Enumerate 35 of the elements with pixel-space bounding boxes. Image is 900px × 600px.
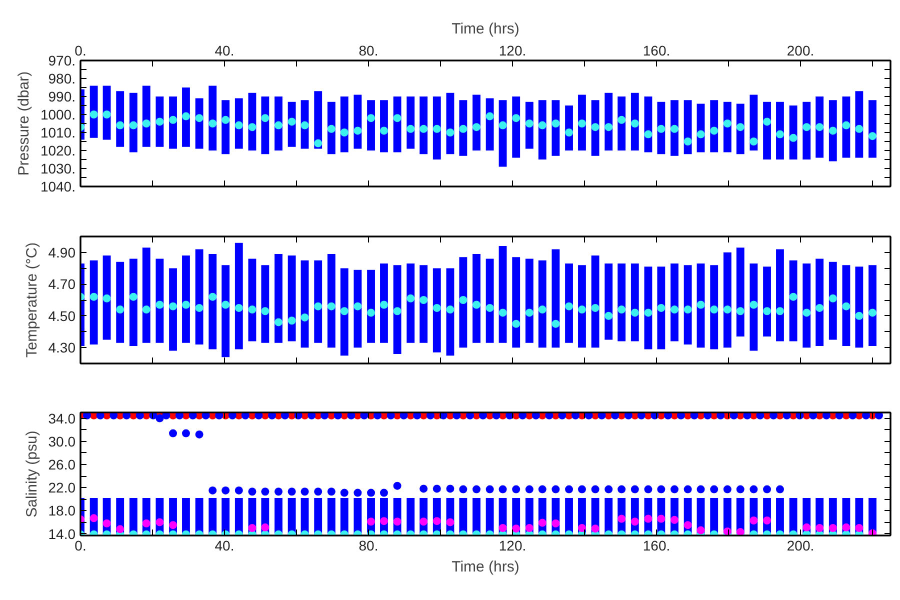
x-tick-label: 120. — [498, 538, 526, 554]
y-tick-label: 1020. — [40, 142, 76, 158]
x-tick-label: 200. — [786, 538, 814, 554]
y-tick-label: 4.90 — [48, 244, 76, 260]
x2-tick-label: 120. — [498, 42, 526, 58]
x2-tick-label: 0. — [74, 42, 86, 58]
y-tick-label: 980. — [48, 70, 76, 86]
x2-tick-label: 80. — [358, 42, 378, 58]
x2-axis-title: Time (hrs) — [452, 20, 520, 38]
y-tick-label: 1030. — [40, 160, 76, 176]
y-axis-title: Temperature (°C) — [23, 242, 40, 358]
y-tick-label: 970. — [48, 52, 76, 68]
x2-tick-label: 40. — [214, 42, 234, 58]
x-tick-label: 160. — [642, 538, 670, 554]
y-tick-label: 4.50 — [48, 308, 76, 324]
y-tick-label: 22.0 — [48, 480, 76, 496]
y-tick-label: 1000. — [40, 106, 76, 122]
y-tick-label: 1040. — [40, 178, 76, 194]
y-tick-label: 1010. — [40, 124, 76, 140]
x-axis-title: Time (hrs) — [452, 558, 520, 576]
x-tick-label: 0. — [74, 538, 86, 554]
x-tick-label: 80. — [358, 538, 378, 554]
y-tick-label: 4.70 — [48, 276, 76, 292]
y-tick-label: 18.0 — [48, 502, 76, 519]
y-axis-title: Pressure (dbar) — [15, 71, 32, 176]
y-axis-title: Salinity (psu) — [23, 430, 40, 518]
y-tick-label: 34.0 — [48, 410, 76, 426]
y-tick-label: 4.30 — [48, 340, 76, 356]
y-tick-label: 26.0 — [48, 456, 76, 472]
y-tick-label: 990. — [48, 88, 76, 104]
x-tick-label: 40. — [214, 538, 234, 554]
y-tick-label: 14.0 — [48, 526, 76, 542]
x2-tick-label: 160. — [642, 42, 670, 58]
y-tick-label: 30.0 — [48, 433, 76, 450]
x2-tick-label: 200. — [786, 42, 814, 58]
